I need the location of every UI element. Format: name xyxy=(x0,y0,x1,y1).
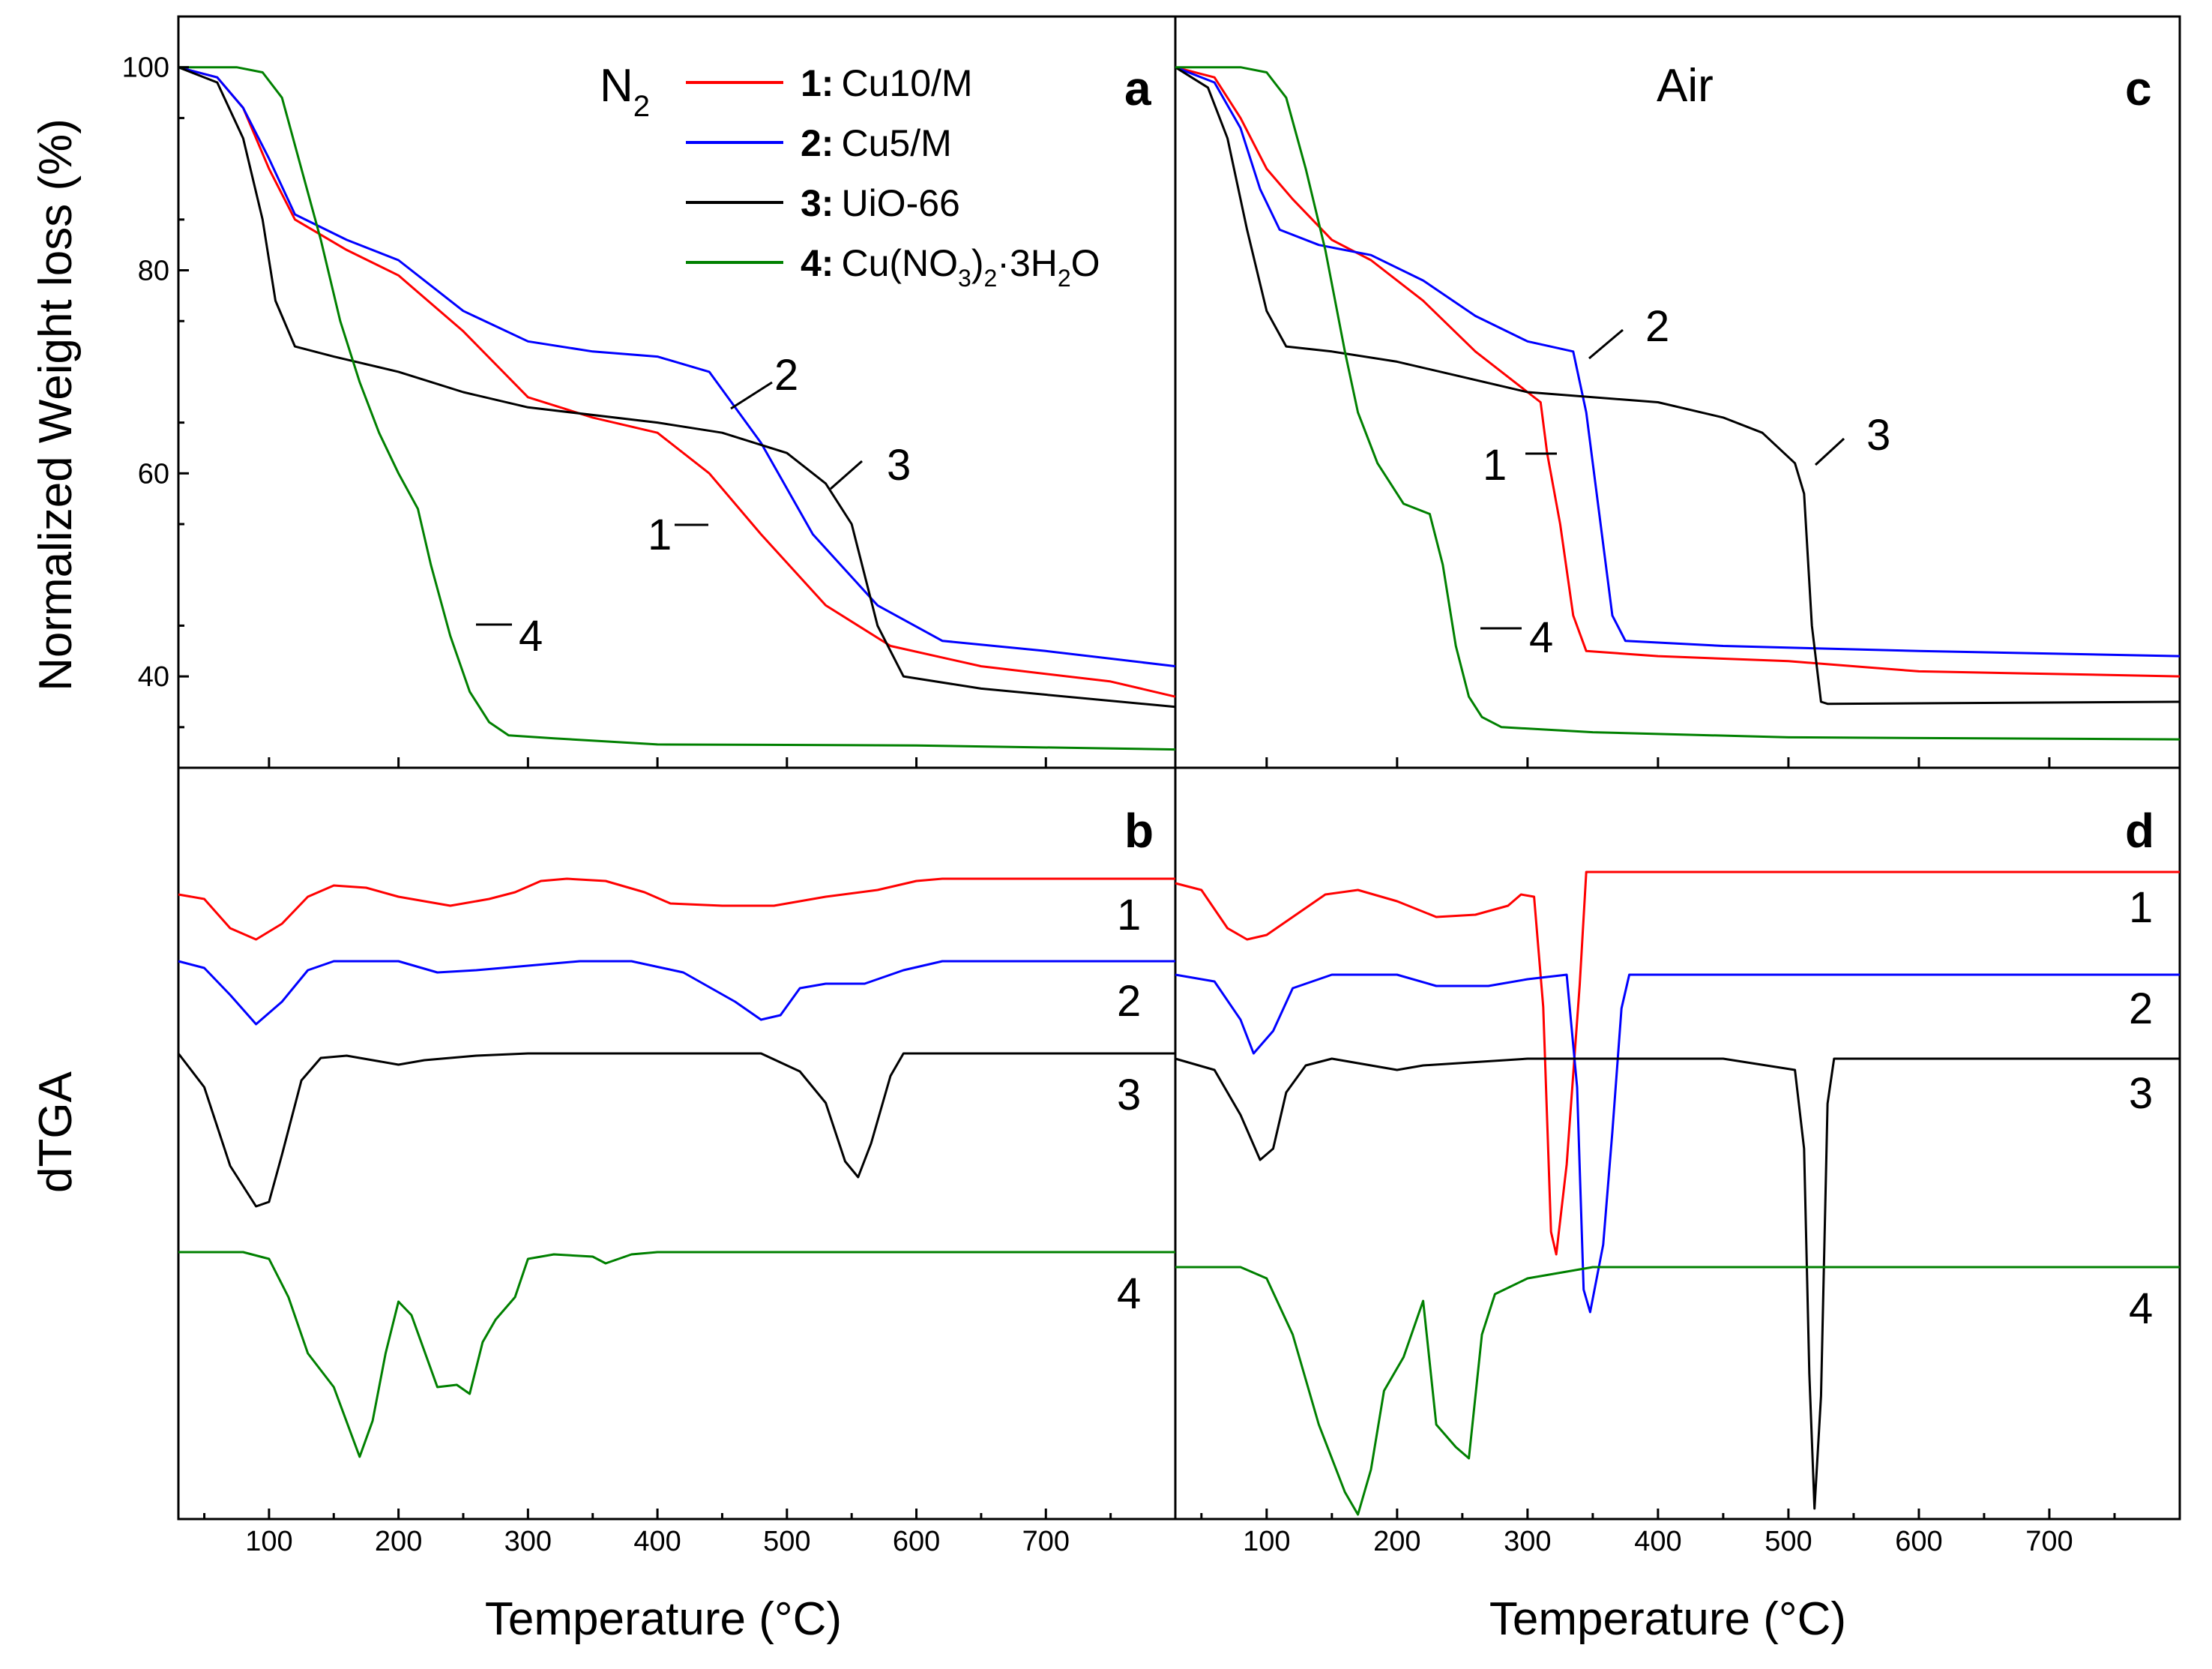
legend: 1: Cu10/M 2: Cu5/M 3: UiO-66 4: Cu(NO3)2·3H2… xyxy=(686,62,1100,292)
x-tick-label-b-400: 400 xyxy=(633,1526,681,1557)
x-axis-label-d: Temperature (°C) xyxy=(1489,1593,1846,1645)
atmosphere-label-air: Air xyxy=(1657,60,1714,112)
series-line-d-2 xyxy=(1175,973,2180,1314)
annotation-d-1: 1 xyxy=(2129,883,2153,932)
x-tick-label-b-700: 700 xyxy=(1022,1526,1070,1557)
panel-a-annotations xyxy=(476,381,863,626)
atmosphere-label-n2: N2 xyxy=(600,60,650,123)
x-tick-label-b-100: 100 xyxy=(245,1526,292,1557)
x-tick-label-d-600: 600 xyxy=(1895,1526,1942,1557)
panel-a-frame xyxy=(177,15,1177,769)
annotation-c-2: 2 xyxy=(1645,302,1669,351)
panel-label-a: a xyxy=(1124,61,1151,115)
annotation-c-3: 3 xyxy=(1866,411,1890,460)
annotation-a-3: 3 xyxy=(887,441,911,490)
panel-d-series xyxy=(1175,870,2180,1516)
x-tick-label-d-200: 200 xyxy=(1373,1526,1420,1557)
legend-label-3: 3: UiO-66 xyxy=(801,182,960,224)
y-axis-label-a: Normalized Weight loss (%) xyxy=(30,118,82,691)
panel-a-series xyxy=(178,66,1176,751)
x-tick-label-b-200: 200 xyxy=(375,1526,422,1557)
arrow-a-2 xyxy=(730,381,773,410)
annotation-c-1: 1 xyxy=(1483,441,1507,490)
x-axis-label-b: Temperature (°C) xyxy=(485,1593,842,1645)
legend-label-2: 2: Cu5/M xyxy=(801,122,952,164)
legend-label-4: 4: Cu(NO3)2·3H2O xyxy=(801,242,1100,292)
x-tick-label-b-500: 500 xyxy=(763,1526,810,1557)
y-tick-label-a-100: 100 xyxy=(122,52,169,84)
x-tick-label-d-100: 100 xyxy=(1243,1526,1290,1557)
legend-label-1: 1: Cu10/M xyxy=(801,62,973,104)
annotation-c-4: 4 xyxy=(1529,613,1553,662)
y-tick-label-a-60: 60 xyxy=(138,458,169,490)
annotation-b-3: 3 xyxy=(1117,1071,1141,1119)
annotation-a-2: 2 xyxy=(774,351,798,400)
panel-label-c: c xyxy=(2125,61,2152,115)
arrow-c-2 xyxy=(1588,328,1624,360)
annotation-b-1: 1 xyxy=(1117,891,1141,939)
series-line-a-2 xyxy=(178,66,1176,668)
series-line-d-3 xyxy=(1175,1057,2180,1510)
series-line-d-4 xyxy=(1175,1266,2180,1516)
x-tick-label-d-700: 700 xyxy=(2025,1526,2073,1557)
series-line-d-1 xyxy=(1175,870,2180,1256)
annotation-d-3: 3 xyxy=(2129,1069,2153,1118)
annotation-b-2: 2 xyxy=(1117,977,1141,1026)
x-tick-label-d-500: 500 xyxy=(1765,1526,1812,1557)
x-tick-label-b-300: 300 xyxy=(504,1526,552,1557)
arrow-c-3 xyxy=(1814,437,1845,466)
arrow-a-3 xyxy=(830,460,863,490)
panel-c-series xyxy=(1175,66,2181,741)
panel-d-frame xyxy=(1174,766,2181,1521)
series-line-c-2 xyxy=(1175,66,2181,658)
series-line-a-1 xyxy=(178,66,1176,698)
panel-label-b: b xyxy=(1124,804,1154,858)
x-tick-label-d-300: 300 xyxy=(1504,1526,1551,1557)
panel-c-annotations xyxy=(1480,328,1845,630)
y-tick-label-a-80: 80 xyxy=(138,256,169,287)
series-line-c-3 xyxy=(1175,66,2181,706)
panel-c-frame xyxy=(1174,15,2181,769)
series-line-a-4 xyxy=(178,66,1176,751)
annotation-d-4: 4 xyxy=(2129,1284,2153,1333)
panel-b-frame xyxy=(177,766,1177,1521)
series-line-b-2 xyxy=(178,960,1175,1026)
series-line-c-1 xyxy=(1175,66,2181,678)
x-tick-label-d-400: 400 xyxy=(1634,1526,1681,1557)
axis-ticks: 40 60 80 100 100 200 300 400 500 600 700 100 200 300 4… xyxy=(122,15,2116,1557)
annotation-b-4: 4 xyxy=(1117,1269,1141,1318)
series-line-c-4 xyxy=(1175,66,2181,741)
x-tick-label-b-600: 600 xyxy=(893,1526,940,1557)
series-line-b-1 xyxy=(178,877,1175,941)
series-line-b-3 xyxy=(177,1052,1175,1208)
series-line-a-3 xyxy=(178,66,1176,709)
y-tick-label-a-40: 40 xyxy=(138,661,169,693)
annotation-a-1: 1 xyxy=(648,511,672,559)
panel-b-series xyxy=(177,877,1175,1458)
annotation-a-4: 4 xyxy=(519,612,543,661)
annotation-d-2: 2 xyxy=(2129,984,2153,1033)
y-axis-label-b: dTGA xyxy=(30,1071,82,1193)
panel-label-d: d xyxy=(2125,804,2154,858)
series-line-b-4 xyxy=(178,1251,1175,1458)
